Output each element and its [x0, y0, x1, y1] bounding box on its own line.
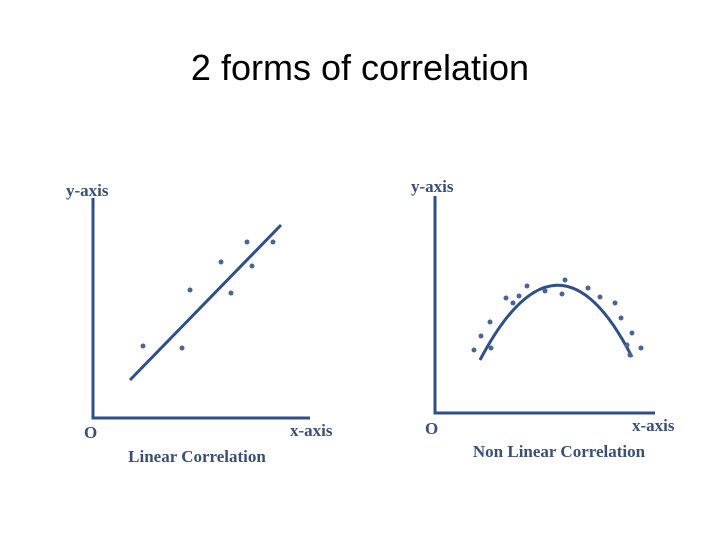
point: [638, 345, 644, 351]
origin-label: O: [84, 423, 97, 442]
axes: [91, 198, 310, 420]
points: [140, 239, 276, 351]
point: [542, 288, 548, 294]
fit-curve: [478, 283, 634, 361]
point: [249, 263, 255, 269]
point: [270, 239, 276, 245]
point: [612, 300, 618, 306]
point: [503, 295, 509, 301]
x-axis-label: x-axis: [290, 421, 333, 440]
point: [228, 290, 234, 296]
point: [516, 293, 522, 299]
point: [488, 345, 494, 351]
slide-title: 2 forms of correlation: [191, 47, 529, 88]
point: [562, 277, 568, 283]
point: [179, 345, 185, 351]
point: [471, 347, 477, 353]
point: [559, 291, 565, 297]
point: [597, 294, 603, 300]
point: [478, 333, 484, 339]
fit-line: [128, 223, 283, 382]
point: [187, 287, 193, 293]
caption: Non Linear Correlation: [473, 442, 646, 461]
nonlinear-panel: y-axis O x-axis Non Linear Correlation: [411, 177, 675, 461]
caption: Linear Correlation: [128, 447, 266, 466]
point: [585, 285, 591, 291]
point: [244, 239, 250, 245]
point: [629, 330, 635, 336]
point: [140, 343, 146, 349]
y-axis-label: y-axis: [411, 177, 454, 196]
points: [471, 277, 644, 358]
y-axis-label: y-axis: [66, 181, 109, 200]
point: [510, 300, 516, 306]
point: [524, 283, 530, 289]
point: [618, 315, 624, 321]
x-axis-label: x-axis: [632, 416, 675, 435]
point: [624, 342, 630, 348]
point: [218, 259, 224, 265]
axes: [433, 196, 655, 415]
linear-panel: y-axis O x-axis Linear Correlation: [66, 181, 333, 466]
point: [487, 319, 493, 325]
origin-label: O: [425, 419, 438, 438]
point: [627, 352, 633, 358]
